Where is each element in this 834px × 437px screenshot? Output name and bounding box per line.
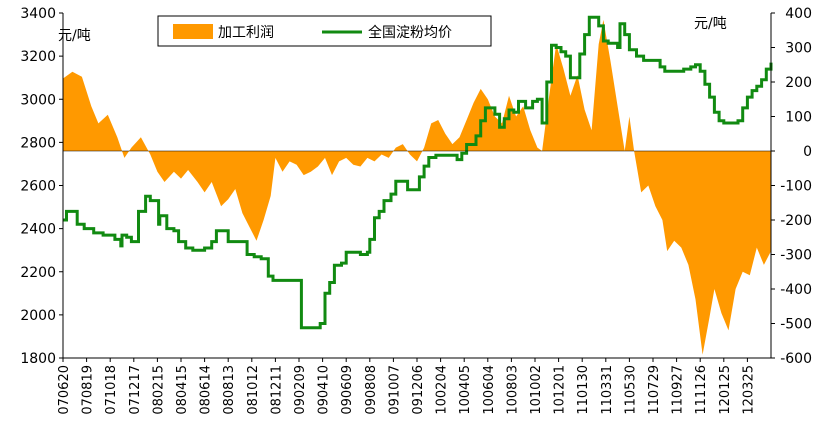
left-tick-label: 2400 — [20, 222, 56, 238]
left-tick-label: 1800 — [20, 351, 56, 367]
left-axis-unit: 元/吨 — [58, 28, 91, 44]
x-tick-label: 080415 — [175, 365, 190, 415]
left-tick-label: 2600 — [20, 179, 56, 195]
left-tick-label: 2800 — [20, 135, 56, 151]
right-tick-label: -200 — [780, 213, 812, 229]
x-tick-label: 081012 — [246, 365, 261, 415]
x-tick-label: 110729 — [647, 365, 662, 415]
x-tick-label: 071018 — [104, 365, 119, 415]
x-tick-label: 100405 — [458, 365, 473, 415]
right-tick-label: 200 — [785, 75, 812, 91]
x-tick-label: 090410 — [317, 365, 332, 415]
right-tick-label: 300 — [785, 41, 812, 57]
left-tick-label: 3200 — [20, 49, 56, 65]
left-tick-label: 2000 — [20, 308, 56, 324]
x-tick-label: 090808 — [364, 365, 379, 415]
x-tick-label: 100803 — [505, 365, 520, 415]
left-axis-ticks: 1800 2000 2200 2400 2600 2800 3000 3200 3400 — [20, 6, 63, 367]
x-tick-label: 120125 — [718, 365, 733, 415]
right-tick-label: -100 — [780, 179, 812, 195]
legend-profit-swatch — [173, 24, 213, 39]
right-tick-label: -500 — [780, 317, 812, 333]
left-tick-label: 3000 — [20, 92, 56, 108]
x-tick-label: 101002 — [529, 365, 544, 415]
x-tick-label: 111126 — [694, 365, 709, 415]
x-axis-ticks: 070620 070819 071018 071217 080215 080415 0806… — [57, 358, 756, 415]
x-tick-label: 110530 — [623, 365, 638, 415]
x-tick-label: 090609 — [340, 365, 355, 415]
legend-profit-label: 加工利润 — [218, 25, 274, 41]
right-tick-label: -300 — [780, 248, 812, 264]
right-tick-label: 400 — [785, 6, 812, 22]
x-tick-label: 100604 — [482, 365, 497, 415]
x-tick-label: 080215 — [151, 365, 166, 415]
right-axis-unit: 元/吨 — [694, 16, 727, 32]
left-tick-label: 3400 — [20, 6, 56, 22]
x-tick-label: 071217 — [128, 365, 143, 415]
right-axis-ticks: -600 -500 -400 -300 -200 -100 0 100 200 300 400 — [771, 6, 812, 367]
x-tick-label: 091007 — [387, 365, 402, 415]
x-tick-label: 110331 — [600, 365, 615, 415]
price-line — [63, 15, 773, 330]
x-tick-label: 080813 — [222, 365, 237, 415]
right-tick-label: 100 — [785, 110, 812, 126]
x-tick-label: 101201 — [553, 365, 568, 415]
x-tick-label: 081211 — [269, 365, 284, 415]
legend-price-label: 全国淀粉均价 — [368, 24, 452, 41]
x-tick-label: 070819 — [81, 365, 96, 415]
x-tick-label: 110130 — [576, 365, 591, 415]
left-tick-label: 2200 — [20, 265, 56, 281]
right-tick-label: -400 — [780, 282, 812, 298]
x-tick-label: 120325 — [741, 365, 756, 415]
right-tick-label: 0 — [803, 144, 812, 160]
x-tick-label: 090209 — [293, 365, 308, 415]
x-tick-label: 091206 — [411, 365, 426, 415]
profit-area-series — [63, 19, 771, 355]
profit-area — [63, 19, 771, 355]
legend: 加工利润 全国淀粉均价 — [157, 15, 492, 47]
price-line-series — [63, 15, 773, 330]
x-tick-label: 110927 — [671, 365, 686, 415]
x-tick-label: 080614 — [199, 365, 214, 415]
x-tick-label: 100204 — [435, 365, 450, 415]
x-tick-label: 070620 — [57, 365, 72, 415]
right-tick-label: -600 — [780, 351, 812, 367]
